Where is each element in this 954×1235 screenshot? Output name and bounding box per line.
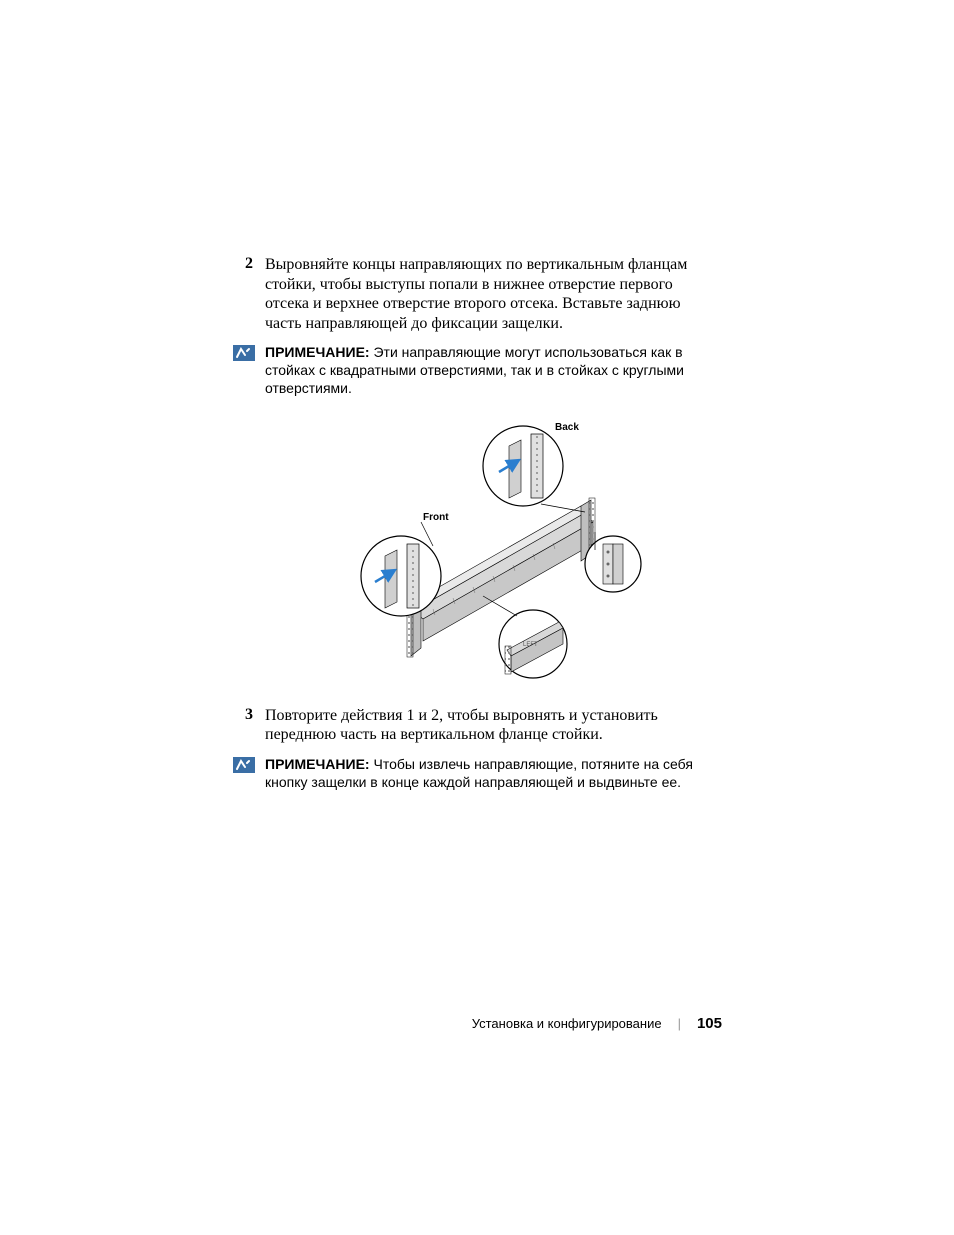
step-number: 2 [237,255,265,333]
label-back: Back [555,422,579,433]
step-3: 3 Повторите действия 1 и 2, чтобы выровн… [237,706,709,745]
note-label: ПРИМЕЧАНИЕ: [265,344,370,360]
callout-front [361,536,441,616]
label-front: Front [423,512,449,523]
callout-back [483,426,585,512]
rail-installation-figure: Back Front [237,416,709,686]
note-2: ПРИМЕЧАНИЕ: Чтобы извлечь направляющие, … [233,755,709,791]
footer-page-number: 105 [697,1015,722,1032]
note-text: ПРИМЕЧАНИЕ: Чтобы извлечь направляющие, … [265,755,709,791]
note-icon [233,345,255,361]
note-icon [233,757,255,773]
rail-diagram-svg: Back Front [303,416,643,686]
footer-section: Установка и конфигурирование [472,1016,662,1031]
page-content: 2 Выровняйте концы направляющих по верти… [237,255,709,799]
step-number: 3 [237,706,265,745]
step-text: Выровняйте концы направляющих по вертика… [265,255,709,333]
note-1: ПРИМЕЧАНИЕ: Эти направляющие могут испол… [233,343,709,398]
footer-separator: | [678,1016,681,1031]
callout-bottom-detail: LEFT [483,596,567,678]
step-2: 2 Выровняйте концы направляющих по верти… [237,255,709,333]
page-footer: Установка и конфигурирование | 105 [472,1015,722,1032]
note-label: ПРИМЕЧАНИЕ: [265,756,370,772]
step-text: Повторите действия 1 и 2, чтобы выровнят… [265,706,709,745]
svg-text:LEFT: LEFT [523,642,538,648]
note-text: ПРИМЕЧАНИЕ: Эти направляющие могут испол… [265,343,709,398]
